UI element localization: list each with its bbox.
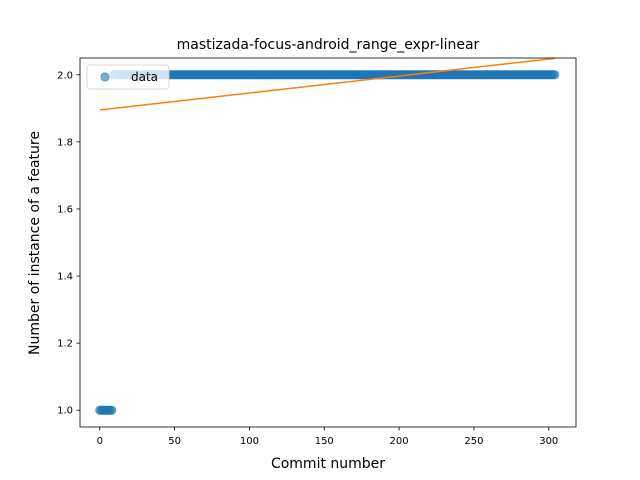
y-tick-label: 1.8 [57, 137, 73, 148]
x-axis-title: Commit number [271, 456, 385, 472]
data-point [550, 70, 560, 80]
x-tick-label: 150 [315, 436, 334, 447]
legend-label: data [131, 70, 158, 84]
axes-frame [79, 57, 577, 428]
data-point [107, 405, 117, 415]
y-tick-label: 2.0 [57, 70, 73, 81]
x-tick-label: 100 [240, 436, 259, 447]
trend-line [99, 57, 555, 111]
y-tick-label: 1.0 [57, 406, 73, 417]
x-tick-label: 300 [539, 436, 558, 447]
x-tick-label: 250 [464, 436, 483, 447]
y-tick-label: 1.6 [57, 204, 73, 215]
x-tick-label: 0 [97, 436, 103, 447]
y-tick-label: 1.2 [57, 339, 73, 350]
legend: data [86, 64, 170, 90]
y-axis-title: Number of instance of a feature [27, 131, 43, 355]
axes: 0 50 100 150 200 250 300 1.0 1.2 1.4 1.6 1.8 2.0 [57, 57, 577, 447]
x-tick-label: 50 [168, 436, 181, 447]
legend-box [86, 64, 170, 90]
legend-marker [100, 72, 110, 82]
y-tick-label: 1.4 [57, 272, 73, 283]
x-tick-label: 200 [390, 436, 409, 447]
chart-title: mastizada-focus-android_range_expr-linea… [177, 37, 480, 53]
